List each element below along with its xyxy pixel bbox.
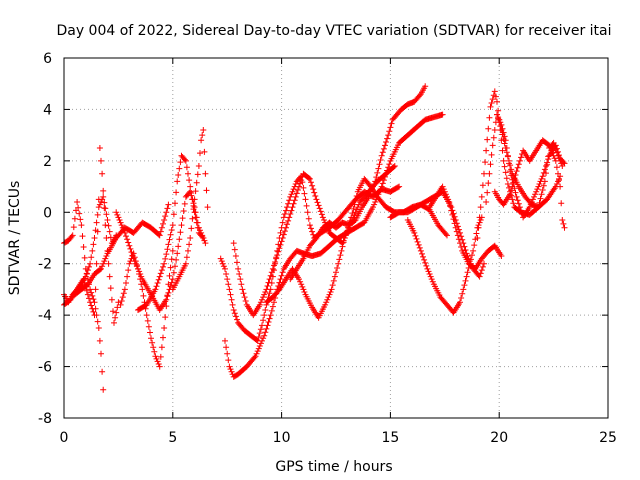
x-tick-label: 25: [599, 430, 617, 446]
y-tick-label: -2: [38, 257, 52, 273]
point-markers: [404, 214, 485, 316]
data-series-arc-4: [71, 201, 172, 298]
data-series-arc-9: [217, 173, 403, 344]
y-tick-label: -4: [38, 308, 52, 324]
y-tick-label: -6: [38, 360, 52, 376]
point-markers: [474, 88, 564, 241]
point-markers: [113, 188, 209, 313]
point-markers: [169, 127, 211, 293]
y-tick-labels: -8 -6 -4 -2 0 2 4 6: [38, 51, 52, 427]
data-series-arc-7: [135, 152, 207, 313]
point-markers: [426, 183, 505, 272]
plot-frame: [63, 57, 609, 419]
point-markers: [491, 137, 568, 231]
tick-marks: [63, 57, 609, 419]
point-markers: [494, 111, 568, 221]
data-series-arc-5: [117, 247, 176, 370]
data-series-arc-20: [494, 111, 568, 221]
y-tick-label: 6: [43, 51, 52, 67]
point-markers: [117, 247, 176, 370]
x-axis-label: GPS time / hours: [275, 459, 392, 475]
y-axis-label: SDTVAR / TECUs: [7, 181, 23, 296]
data-series-arc-17: [474, 88, 564, 241]
y-tick-label: -8: [38, 411, 52, 427]
point-markers: [61, 199, 107, 393]
data-series-arc-6: [113, 188, 209, 313]
data-series-arc-13: [287, 83, 429, 283]
point-markers: [287, 83, 429, 283]
data-points: [61, 83, 568, 393]
x-tick-label: 15: [381, 430, 399, 446]
point-markers: [135, 152, 207, 313]
x-tick-label: 10: [273, 430, 291, 446]
point-markers: [71, 201, 172, 298]
point-markers: [217, 173, 403, 344]
y-tick-label: 4: [43, 102, 52, 118]
y-tick-label: 2: [43, 154, 52, 170]
x-tick-labels: 0 5 10 15 20 25: [60, 430, 617, 446]
data-series-arc-8: [169, 127, 211, 293]
x-tick-label: 20: [490, 430, 508, 446]
x-tick-label: 0: [60, 430, 69, 446]
x-tick-label: 5: [168, 430, 177, 446]
data-series-arc-19: [491, 137, 568, 231]
data-series-arc-16: [426, 183, 505, 272]
chart-title: Day 004 of 2022, Sidereal Day-to-day VTE…: [56, 23, 611, 39]
y-tick-label: 0: [43, 205, 52, 221]
data-series-arc-1: [61, 199, 107, 393]
data-series-arc-15: [404, 214, 485, 316]
